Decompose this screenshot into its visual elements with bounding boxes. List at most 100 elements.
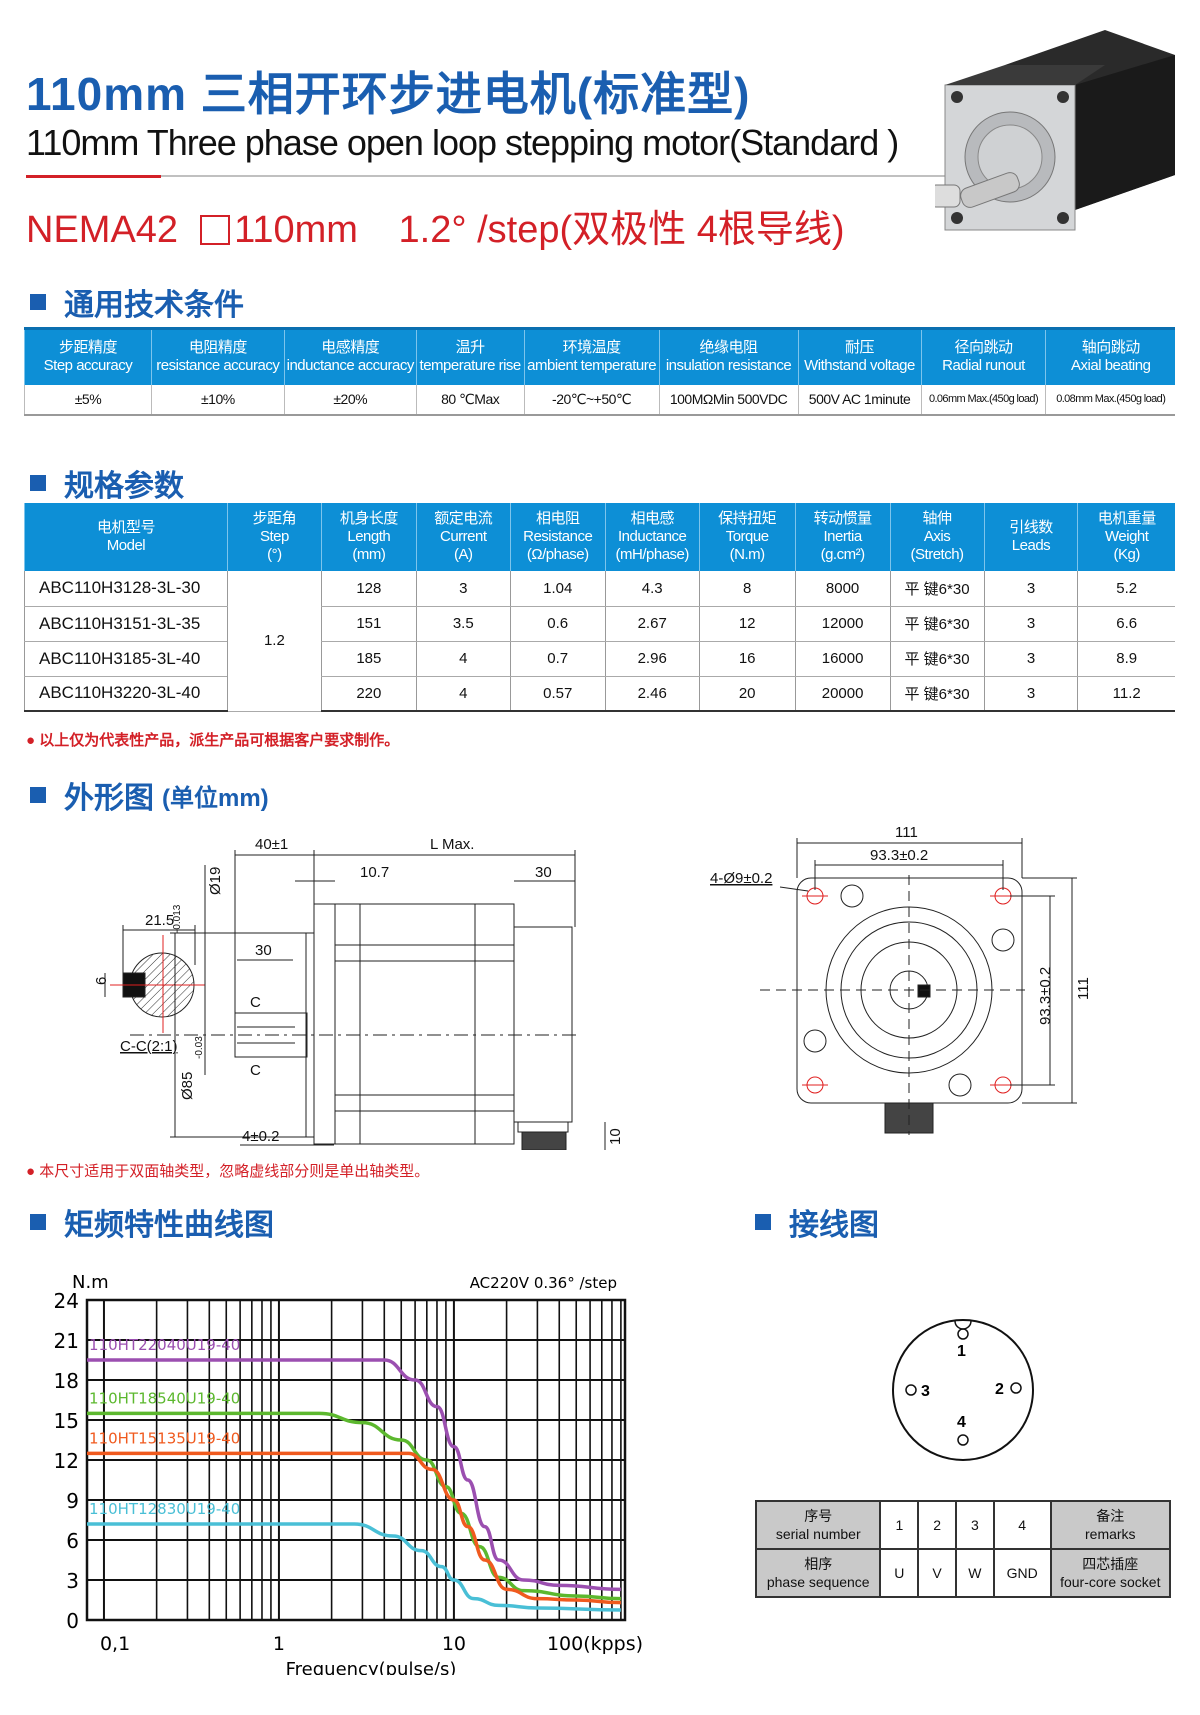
square-icon: [200, 215, 231, 245]
general-value: ±5%: [24, 384, 152, 416]
title-en: 110mm Three phase open loop stepping mot…: [26, 122, 899, 163]
y-tick-label: 21: [54, 1329, 79, 1353]
side-view-drawing: 21.5 6 C-C(2:1) 40±1 L Max. 10.7 30 30 C…: [93, 836, 624, 1150]
dim-flange-v: 111: [1075, 977, 1090, 1000]
x-tick-label: 10: [442, 1633, 466, 1655]
spec-cell: 6.6: [1077, 606, 1175, 642]
general-value: 80 ℃Max: [415, 384, 525, 416]
specs-col-header: 机身长度 Length (mm): [320, 503, 417, 571]
spec-cell: 4: [415, 641, 511, 677]
spec-cell: 1.04: [509, 571, 606, 607]
phase-row: 相序 phase sequence U V W GND 四芯插座 four-core…: [754, 1548, 1172, 1598]
section-label: C-C(2:1): [120, 1038, 178, 1055]
unit-label: (单位mm): [162, 784, 269, 812]
shaft-tol-dn: -0.013: [172, 904, 183, 933]
series-line: [87, 1411, 621, 1601]
general-col-header: 环境温度 ambient temperature: [523, 328, 660, 385]
dim-shaft-len: 40±1: [255, 836, 288, 853]
model-cell: ABC110H3185-3L-40: [24, 641, 228, 677]
spec-cell: 220: [320, 676, 417, 712]
connector-pinout: 1 2 3 4: [892, 1319, 1034, 1461]
section-title: 通用技术条件: [64, 289, 244, 322]
general-value: -20℃~+50℃: [523, 384, 660, 416]
spec-cell: 3.5: [415, 606, 511, 642]
wiring-table: 序号 serial number 1 2 3 4 备注 remarks 相序 phas…: [754, 1500, 1172, 1598]
cell: 2: [917, 1500, 957, 1550]
cell: 1: [879, 1500, 920, 1550]
motor-photo: [935, 30, 1175, 231]
divider: [26, 175, 946, 178]
dim-holes: 4-Ø9±0.2: [710, 870, 772, 887]
y-tick-label: 18: [54, 1369, 79, 1393]
dim-hole-pitch: 93.3±0.2: [870, 847, 928, 864]
spec-cell: 2.46: [604, 676, 700, 712]
specs-col-header: 额定电流 Current (A): [415, 503, 511, 571]
general-col-header: 轴向跳动 Axial beating: [1045, 328, 1175, 385]
spec-cell: 3: [415, 571, 511, 607]
spec-cell: 2.67: [604, 606, 700, 642]
spec-cell: 16: [698, 641, 796, 677]
general-value: 0.06mm Max.(450g load): [920, 384, 1046, 416]
specs-col-header: 引线数 Leads: [983, 503, 1078, 571]
specs-col-header: 保持扭矩 Torque (N.m): [698, 503, 796, 571]
section-outline: 外形图 (单位mm): [30, 773, 269, 817]
table-row: ABC110H3185-3L-40 185 4 0.7 2.96 16 16000 平 键6*…: [24, 641, 1175, 677]
series-label: 110HT22040U19-40: [89, 1336, 240, 1354]
series-line: [87, 1522, 621, 1612]
cell: V: [917, 1548, 957, 1598]
spec-cell: 8000: [794, 571, 891, 607]
dim-boss-h: 4±0.2: [242, 1128, 279, 1145]
phase-header: 相序 phase sequence: [754, 1548, 882, 1598]
cell: 3: [954, 1500, 995, 1550]
section-title: 规格参数: [64, 470, 184, 503]
pin-label-4: 4: [957, 1414, 966, 1431]
step-angle: 1.2° /step(双极性 4根导线): [398, 209, 845, 251]
cell: 4: [992, 1500, 1052, 1550]
spec-cell: 20000: [794, 676, 891, 712]
spec-cell: 4: [415, 676, 511, 712]
y-tick-label: 12: [54, 1449, 79, 1473]
section-wiring: 接线图: [755, 1200, 879, 1244]
dim-conn-h: 10: [607, 1128, 624, 1145]
specs-col-header: 转动惯量 Inertia (g.cm²): [794, 503, 891, 571]
nema-size: NEMA42: [26, 209, 179, 251]
frame-size: 110mm: [234, 209, 358, 251]
dim-l-max: L Max.: [430, 836, 474, 853]
spec-cell: 3: [983, 641, 1078, 677]
section-title: 接线图: [789, 1209, 879, 1242]
y-tick-label: 6: [66, 1529, 79, 1553]
c-mark-top: C: [250, 994, 261, 1011]
general-value: 500V AC 1minute: [797, 384, 921, 416]
dim-key-len: 30: [255, 942, 272, 959]
model-cell: ABC110H3151-3L-35: [24, 606, 228, 642]
series-label: 110HT18540U19-40: [89, 1389, 240, 1407]
y-tick-label: 15: [54, 1409, 79, 1433]
model-cell: ABC110H3220-3L-40: [24, 676, 228, 712]
general-table: 步距精度 Step accuracy 电阻精度 resistance accuracy…: [24, 327, 1175, 416]
cell: GND: [992, 1548, 1052, 1598]
spec-cell: 平 键6*30: [889, 641, 985, 677]
spec-cell: 8: [698, 571, 796, 607]
boss-tol-dn: -0.03: [194, 1036, 205, 1059]
cell: W: [954, 1548, 995, 1598]
dim-30: 30: [535, 864, 552, 881]
y-tick-label: 24: [54, 1289, 79, 1313]
specs-col-header: 电机型号 Model: [24, 503, 228, 571]
general-col-header: 电感精度 inductance accuracy: [283, 328, 417, 385]
table-row: ABC110H3128-3L-30 1.2 128 3 1.04 4.3 8 8000 平 键6…: [24, 571, 1175, 712]
general-col-header: 绝缘电阻 insulation resistance: [658, 328, 799, 385]
specs-col-header: 轴伸 Axis (Stretch): [889, 503, 985, 571]
dim-key-width: 21.5: [145, 912, 174, 929]
title-cn: 110mm 三相开环步进电机(标准型): [26, 68, 751, 120]
dim-hole-pitch-v: 93.3±0.2: [1037, 967, 1054, 1025]
section-torque: 矩频特性曲线图: [30, 1200, 274, 1244]
dim-shaft-dia: Ø19: [207, 867, 224, 895]
spec-cell: 平 键6*30: [889, 606, 985, 642]
x-tick-label: 100(kpps): [547, 1633, 643, 1655]
specs-col-header: 相电感 Inductance (mH/phase): [604, 503, 700, 571]
specs-note: ● 以上仅为代表性产品，派生产品可根据客户要求制作。: [26, 732, 400, 749]
dim-key-h: 6: [93, 977, 110, 985]
general-value: 100MΩMin 500VDC: [658, 384, 799, 416]
spec-cell: 12: [698, 606, 796, 642]
section-specs: 规格参数: [30, 461, 184, 505]
